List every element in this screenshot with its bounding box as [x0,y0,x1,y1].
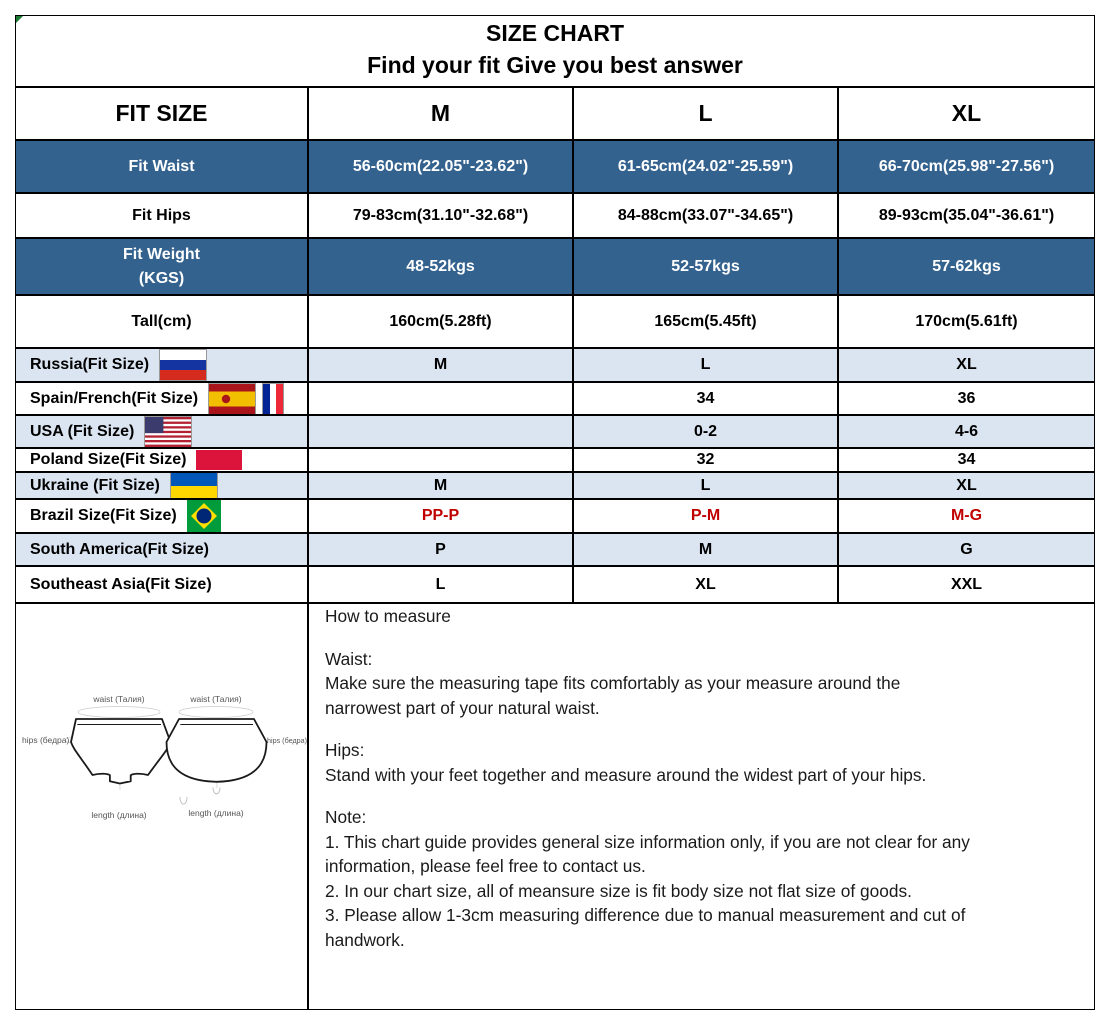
svg-text:length (длина): length (длина) [188,808,243,818]
svg-text:length (длина): length (длина) [91,810,146,820]
svg-text:hips (бедра): hips (бедра) [22,735,70,745]
svg-text:hips (бедра): hips (бедра) [267,736,307,745]
svg-text:waist (Талия): waist (Талия) [189,694,241,704]
svg-text:waist (Талия): waist (Талия) [92,694,144,704]
